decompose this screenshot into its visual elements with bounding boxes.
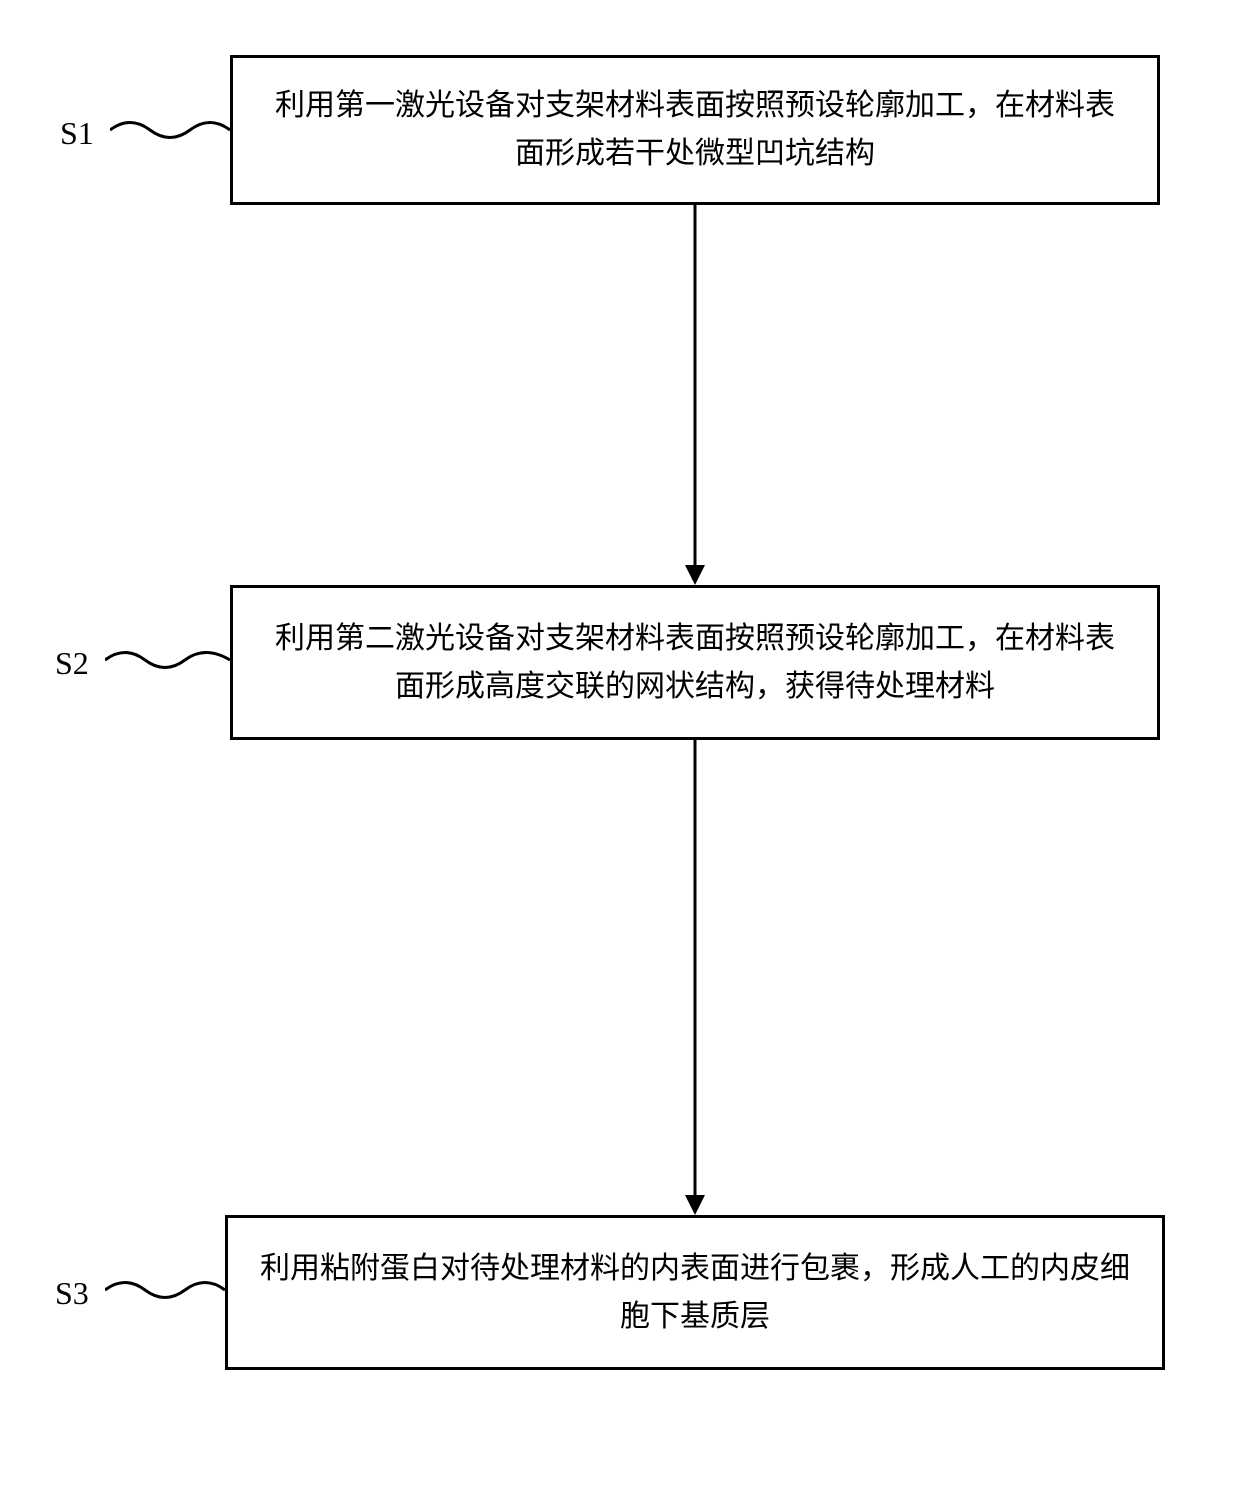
step-text-s2: 利用第二激光设备对支架材料表面按照预设轮廓加工，在材料表面形成高度交联的网状结构…	[263, 615, 1127, 711]
step-box-s2: 利用第二激光设备对支架材料表面按照预设轮廓加工，在材料表面形成高度交联的网状结构…	[230, 585, 1160, 740]
arrow-s1-s2	[680, 205, 710, 587]
step-text-s3: 利用粘附蛋白对待处理材料的内表面进行包裹，形成人工的内皮细胞下基质层	[258, 1245, 1132, 1341]
step-label-s3: S3	[55, 1275, 89, 1312]
connector-s3	[105, 1275, 225, 1305]
arrow-s2-s3	[680, 740, 710, 1217]
connector-s1	[110, 115, 230, 145]
connector-s2	[105, 645, 230, 675]
step-text-s1: 利用第一激光设备对支架材料表面按照预设轮廓加工，在材料表面形成若干处微型凹坑结构	[263, 82, 1127, 178]
step-label-s2: S2	[55, 645, 89, 682]
step-box-s3: 利用粘附蛋白对待处理材料的内表面进行包裹，形成人工的内皮细胞下基质层	[225, 1215, 1165, 1370]
flowchart-container: S1 利用第一激光设备对支架材料表面按照预设轮廓加工，在材料表面形成若干处微型凹…	[0, 0, 1240, 1489]
step-box-s1: 利用第一激光设备对支架材料表面按照预设轮廓加工，在材料表面形成若干处微型凹坑结构	[230, 55, 1160, 205]
step-label-s1: S1	[60, 115, 94, 152]
